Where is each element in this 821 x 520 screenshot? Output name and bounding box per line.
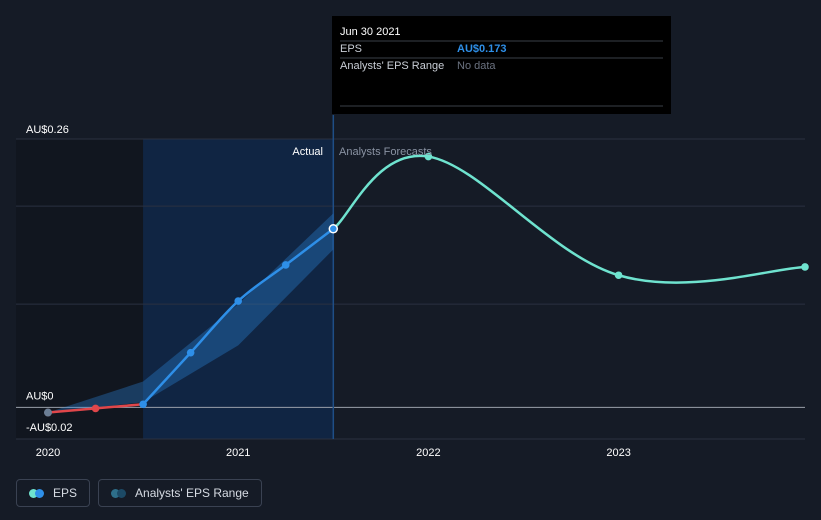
range-band-layer — [48, 213, 334, 413]
eps-forecast-point[interactable] — [424, 152, 433, 161]
range-swatch-icon — [111, 488, 127, 498]
tooltip-range-value: No data — [457, 60, 496, 72]
past-shade-far — [16, 139, 144, 439]
eps-point[interactable] — [328, 224, 339, 234]
eps-forecast-line — [332, 154, 806, 284]
actual-label: Actual — [292, 146, 323, 158]
eps-start-point[interactable] — [44, 408, 52, 417]
eps-forecast-point[interactable] — [801, 263, 809, 271]
tooltip-eps-value: AU$0.173 — [457, 43, 507, 55]
tooltip: Jun 30 2021 EPS AU$0.173 Analysts' EPS R… — [332, 16, 671, 114]
x-tick-label: 2022 — [416, 447, 440, 459]
tooltip-eps-label: EPS — [340, 43, 362, 55]
grid-lines — [16, 115, 805, 440]
legend: EPS Analysts' EPS Range — [16, 479, 262, 507]
eps-point[interactable] — [281, 261, 290, 269]
x-tick-label: 2023 — [606, 447, 630, 459]
x-tick-label: 2021 — [226, 447, 250, 459]
eps-point[interactable] — [234, 297, 243, 305]
y-tick-label: AU$0 — [26, 390, 54, 402]
series-points — [44, 152, 809, 417]
eps-forecast-point[interactable] — [614, 271, 623, 280]
legend-item-range[interactable]: Analysts' EPS Range — [98, 479, 262, 507]
y-tick-label: -AU$0.02 — [26, 422, 72, 434]
x-tick-label: 2020 — [36, 447, 60, 459]
eps-range-band — [48, 213, 334, 413]
tooltip-range-label: Analysts' EPS Range — [340, 60, 444, 72]
past-shade-near — [143, 139, 334, 439]
tooltip-date: Jun 30 2021 — [340, 26, 401, 38]
legend-label-range: Analysts' EPS Range — [135, 486, 249, 500]
legend-label-eps: EPS — [53, 486, 78, 500]
forecast-label: Analysts Forecasts — [339, 146, 432, 158]
legend-item-eps[interactable]: EPS — [16, 479, 91, 507]
axis-labels: AU$0.26 AU$0 -AU$0.02 2020 2021 2022 2023 — [26, 124, 631, 459]
eps-point[interactable] — [139, 400, 147, 409]
eps-point[interactable] — [186, 348, 195, 357]
y-tick-label: AU$0.26 — [26, 124, 69, 136]
eps-point[interactable] — [91, 404, 100, 413]
eps-swatch-icon — [29, 488, 45, 498]
